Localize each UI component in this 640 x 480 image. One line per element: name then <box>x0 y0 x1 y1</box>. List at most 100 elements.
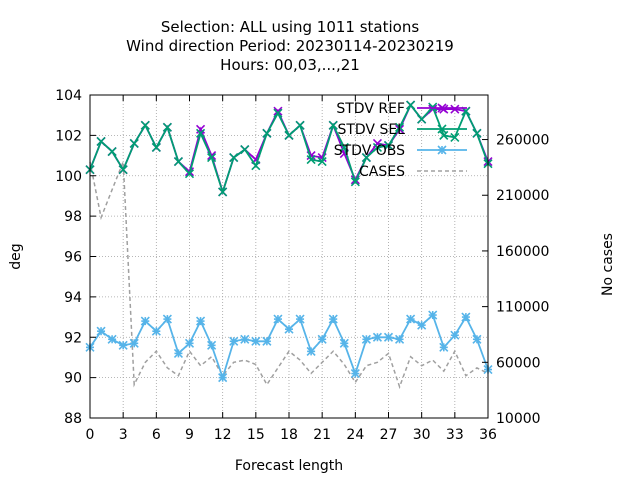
data-point <box>317 334 327 344</box>
x-tick-label: 0 <box>86 427 95 443</box>
data-point <box>472 128 482 138</box>
y2-tick-label: 160000 <box>496 244 549 260</box>
series-stdv-ref <box>85 100 493 197</box>
data-point <box>96 326 106 336</box>
series-stdv-sel <box>85 100 493 197</box>
data-point <box>284 130 294 140</box>
x-axis-label: Forecast length <box>235 458 343 474</box>
legend-item: STDV REF <box>336 101 467 117</box>
data-point <box>184 169 195 179</box>
data-point <box>207 153 217 163</box>
data-point <box>450 104 460 114</box>
data-point <box>317 157 327 167</box>
x-tick-label: 15 <box>247 427 265 443</box>
y-tick-label: 88 <box>64 411 82 427</box>
legend-item: STDV OBS <box>334 143 467 159</box>
data-point <box>439 342 449 352</box>
x-tick-label: 12 <box>214 427 232 443</box>
data-point <box>240 334 250 344</box>
series-area <box>85 100 493 390</box>
series-line <box>89 103 489 195</box>
data-point <box>273 106 283 116</box>
y-tick-label: 104 <box>55 88 82 104</box>
series-line <box>89 161 489 390</box>
data-point <box>372 332 383 342</box>
data-point <box>328 314 338 324</box>
x-tick-label: 33 <box>446 427 464 443</box>
grid <box>90 95 488 418</box>
data-point <box>339 142 349 153</box>
y-tick-label: 94 <box>64 290 82 306</box>
data-point <box>151 326 161 336</box>
y-tick-label: 90 <box>64 371 82 387</box>
data-point <box>383 140 394 151</box>
y-tick-label: 96 <box>64 250 82 266</box>
data-point <box>339 338 349 348</box>
x-tick-label: 27 <box>380 427 398 443</box>
data-point <box>195 316 206 326</box>
data-point <box>328 120 338 130</box>
legend-label: STDV OBS <box>334 143 405 159</box>
y-axis-label: deg <box>8 243 24 269</box>
data-point <box>229 153 239 163</box>
data-point <box>162 314 172 324</box>
data-point <box>195 124 206 134</box>
data-point <box>107 334 117 344</box>
data-point <box>394 334 405 344</box>
data-point <box>383 332 394 342</box>
data-point <box>439 130 449 140</box>
data-point <box>129 338 139 348</box>
y-tick-label: 92 <box>64 330 82 346</box>
legend-item: STDV SEL <box>337 122 467 138</box>
data-point <box>107 146 117 157</box>
data-point <box>428 310 438 320</box>
data-point <box>306 346 316 356</box>
title-line: Selection: ALL using 1011 stations <box>161 18 420 36</box>
series-stdv-obs <box>85 310 493 383</box>
data-point <box>96 136 106 146</box>
data-point <box>140 316 150 326</box>
data-point <box>350 177 360 187</box>
data-point <box>306 155 316 165</box>
data-point <box>406 314 416 324</box>
y2-tick-label: 60000 <box>496 355 541 371</box>
y-tick-label: 100 <box>55 169 82 185</box>
series-cases <box>89 161 489 390</box>
data-point <box>162 122 172 132</box>
data-point <box>218 187 228 197</box>
data-point <box>417 114 427 124</box>
y2-tick-label: 260000 <box>496 133 549 149</box>
legend-item: CASES <box>359 164 467 180</box>
data-point <box>295 120 305 130</box>
data-point <box>361 334 371 344</box>
data-point <box>118 340 128 350</box>
data-point <box>394 122 405 132</box>
data-point <box>295 314 305 324</box>
data-point <box>472 334 482 344</box>
data-point <box>140 120 150 130</box>
legend-label: STDV SEL <box>337 122 405 138</box>
y-tick-label: 102 <box>55 128 82 144</box>
x-tick-label: 36 <box>479 427 497 443</box>
data-point <box>262 128 272 138</box>
data-point <box>251 336 261 346</box>
data-point <box>350 369 360 379</box>
x-tick-label: 30 <box>413 427 431 443</box>
data-point <box>273 108 283 118</box>
y2-axis-label: No cases <box>600 233 616 296</box>
x-tick-label: 9 <box>185 427 194 443</box>
x-tick-label: 18 <box>280 427 298 443</box>
data-point <box>450 132 460 142</box>
series-line <box>89 103 489 195</box>
data-point <box>251 161 261 171</box>
data-point <box>372 142 383 153</box>
data-point <box>173 157 184 167</box>
data-point <box>450 330 460 340</box>
axis-ticks: 0 3 6 9 12 15 18 21 24 27 30 33 36889092949698100102… <box>55 88 549 443</box>
data-point <box>229 336 239 346</box>
legend: STDV REF STDV SEL STDV OBS CASES <box>334 101 467 180</box>
data-point <box>406 100 416 110</box>
data-point <box>195 128 206 138</box>
